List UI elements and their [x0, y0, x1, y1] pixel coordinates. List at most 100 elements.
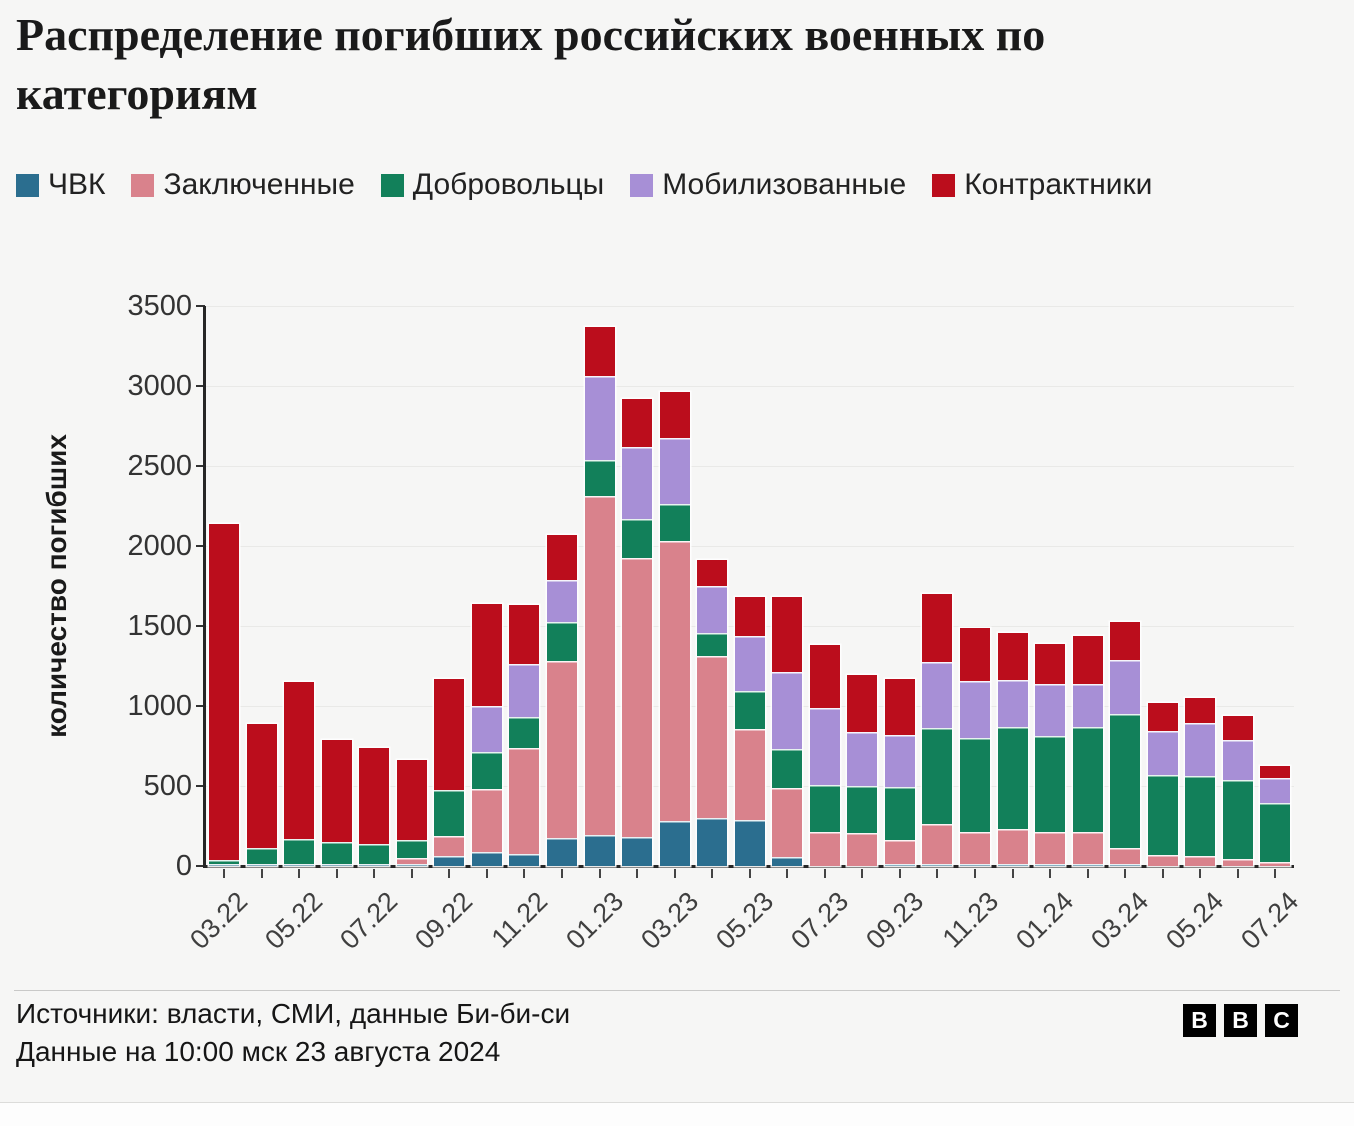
y-tick-label: 500	[143, 770, 192, 802]
bar-segment-contract-05.22	[284, 682, 315, 839]
bar-segment-prisoners-11.22	[509, 747, 540, 854]
bar-segment-prisoners-12.23	[997, 829, 1028, 865]
legend-label: Контрактники	[964, 168, 1153, 201]
bar-segment-prisoners-04.23	[697, 656, 728, 818]
bar-segment-volunteers-05.24	[1185, 776, 1216, 856]
bar-segment-mobilized-07.24	[1260, 778, 1291, 803]
bar-segment-contract-08.23	[847, 674, 878, 732]
bar-segment-mobilized-10.22	[471, 706, 502, 753]
x-tick-mark	[598, 869, 601, 878]
bar-segment-prisoners-10.22	[471, 789, 502, 853]
x-axis-line	[203, 865, 1294, 868]
bar-segment-volunteers-01.23	[584, 459, 615, 497]
bar-segment-chvk-07.22	[359, 863, 390, 866]
bar-segment-chvk-12.22	[546, 838, 577, 866]
bar-segment-chvk-02.23	[622, 837, 653, 866]
bar-segment-chvk-10.23	[922, 864, 953, 866]
x-tick-mark	[673, 869, 676, 878]
x-tick-label: 01.23	[559, 886, 629, 955]
bar-segment-volunteers-05.23	[734, 690, 765, 730]
bar-segment-chvk-11.22	[509, 854, 540, 866]
footer-updated: Данные на 10:00 мск 23 августа 2024	[16, 1036, 501, 1067]
bar-segment-chvk-10.22	[471, 852, 502, 866]
bar-segment-contract-02.23	[622, 398, 653, 447]
bar-segment-contract-06.24	[1222, 715, 1253, 740]
x-tick-label: 05.22	[259, 886, 329, 955]
bar-segment-prisoners-11.23	[960, 832, 990, 865]
bar-segment-mobilized-06.23	[772, 672, 803, 750]
bar-segment-volunteers-02.23	[622, 518, 653, 558]
bar-segment-contract-12.23	[997, 633, 1028, 681]
x-tick-label: 11.23	[936, 886, 1005, 954]
x-tick-mark	[1199, 869, 1202, 878]
y-tick-mark	[196, 785, 205, 787]
x-tick-mark	[786, 869, 789, 878]
legend-label: Заключенные	[163, 168, 355, 201]
bottom-strip	[0, 1103, 1354, 1126]
bar-segment-volunteers-06.23	[772, 749, 803, 789]
bar-segment-prisoners-09.22	[434, 836, 465, 857]
y-tick-label: 2500	[127, 450, 192, 482]
x-tick-mark	[523, 869, 526, 878]
bar-segment-mobilized-01.24	[1035, 683, 1066, 736]
bar-segment-volunteers-11.23	[960, 738, 990, 833]
bar-segment-prisoners-07.23	[809, 832, 840, 866]
bar-segment-chvk-05.23	[734, 820, 765, 866]
legend-swatch-mobilized	[630, 173, 654, 197]
x-tick-label: 07.24	[1235, 886, 1305, 955]
bar-segment-mobilized-03.23	[659, 438, 690, 505]
bar-segment-prisoners-03.24	[1110, 848, 1141, 865]
x-tick-mark	[560, 869, 563, 878]
bar-segment-prisoners-06.24	[1222, 858, 1253, 866]
x-tick-mark	[936, 869, 939, 878]
bar-segment-contract-07.23	[809, 645, 840, 709]
bar-segment-chvk-05.22	[284, 863, 315, 866]
x-tick-label: 03.24	[1085, 886, 1155, 955]
bar-segment-prisoners-02.23	[622, 558, 653, 838]
bar-segment-contract-04.22	[246, 723, 277, 848]
bar-segment-volunteers-04.22	[246, 847, 277, 864]
bar-segment-volunteers-04.23	[697, 633, 728, 657]
bar-segment-chvk-06.22	[321, 863, 352, 866]
bar-segment-mobilized-04.23	[697, 586, 728, 634]
bar-segment-mobilized-05.24	[1185, 722, 1216, 777]
bar-segment-chvk-08.22	[396, 864, 427, 866]
y-tick-mark	[196, 385, 205, 387]
bar-segment-contract-09.23	[884, 678, 915, 735]
bar-segment-prisoners-04.24	[1147, 854, 1178, 866]
y-tick-label: 3500	[127, 290, 192, 322]
bar-segment-prisoners-08.23	[847, 833, 878, 866]
bar-segment-chvk-11.23	[960, 864, 990, 866]
bar-segment-volunteers-04.24	[1147, 774, 1178, 855]
x-tick-mark	[1236, 869, 1239, 878]
bar-segment-volunteers-03.23	[659, 504, 690, 542]
legend-item-mobilized: Мобилизованные	[630, 168, 906, 202]
x-tick-label: 11.22	[486, 886, 554, 954]
x-tick-mark	[223, 869, 225, 878]
bottom-divider	[0, 1102, 1354, 1103]
bar-segment-chvk-12.23	[997, 864, 1028, 866]
x-tick-label: 07.22	[334, 886, 404, 955]
x-tick-mark	[1049, 869, 1052, 878]
bar-segment-volunteers-07.23	[809, 785, 840, 833]
bar-segment-prisoners-01.24	[1035, 831, 1066, 865]
bar-segment-prisoners-09.23	[884, 840, 915, 865]
bar-segment-contract-11.22	[509, 605, 540, 664]
bar-segment-chvk-06.23	[772, 857, 803, 866]
legend-item-volunteers: Добровольцы	[380, 168, 604, 202]
bar-segment-prisoners-06.23	[772, 788, 803, 858]
bar-segment-volunteers-07.22	[359, 844, 390, 864]
y-tick-mark	[196, 465, 205, 467]
legend-item-prisoners: Заключенные	[131, 168, 355, 202]
bar-segment-chvk-01.24	[1035, 864, 1066, 866]
bar-segment-volunteers-10.23	[922, 727, 953, 824]
gridline-3000	[205, 386, 1294, 387]
bar-segment-chvk-02.24	[1072, 864, 1103, 866]
bar-segment-volunteers-02.24	[1072, 726, 1103, 833]
bar-segment-mobilized-02.24	[1072, 683, 1103, 727]
bar-segment-mobilized-11.23	[960, 681, 990, 738]
x-tick-label: 09.22	[409, 886, 479, 955]
x-tick-mark	[335, 869, 338, 878]
x-tick-label: 05.23	[709, 886, 779, 955]
bar-segment-chvk-04.23	[697, 818, 728, 866]
